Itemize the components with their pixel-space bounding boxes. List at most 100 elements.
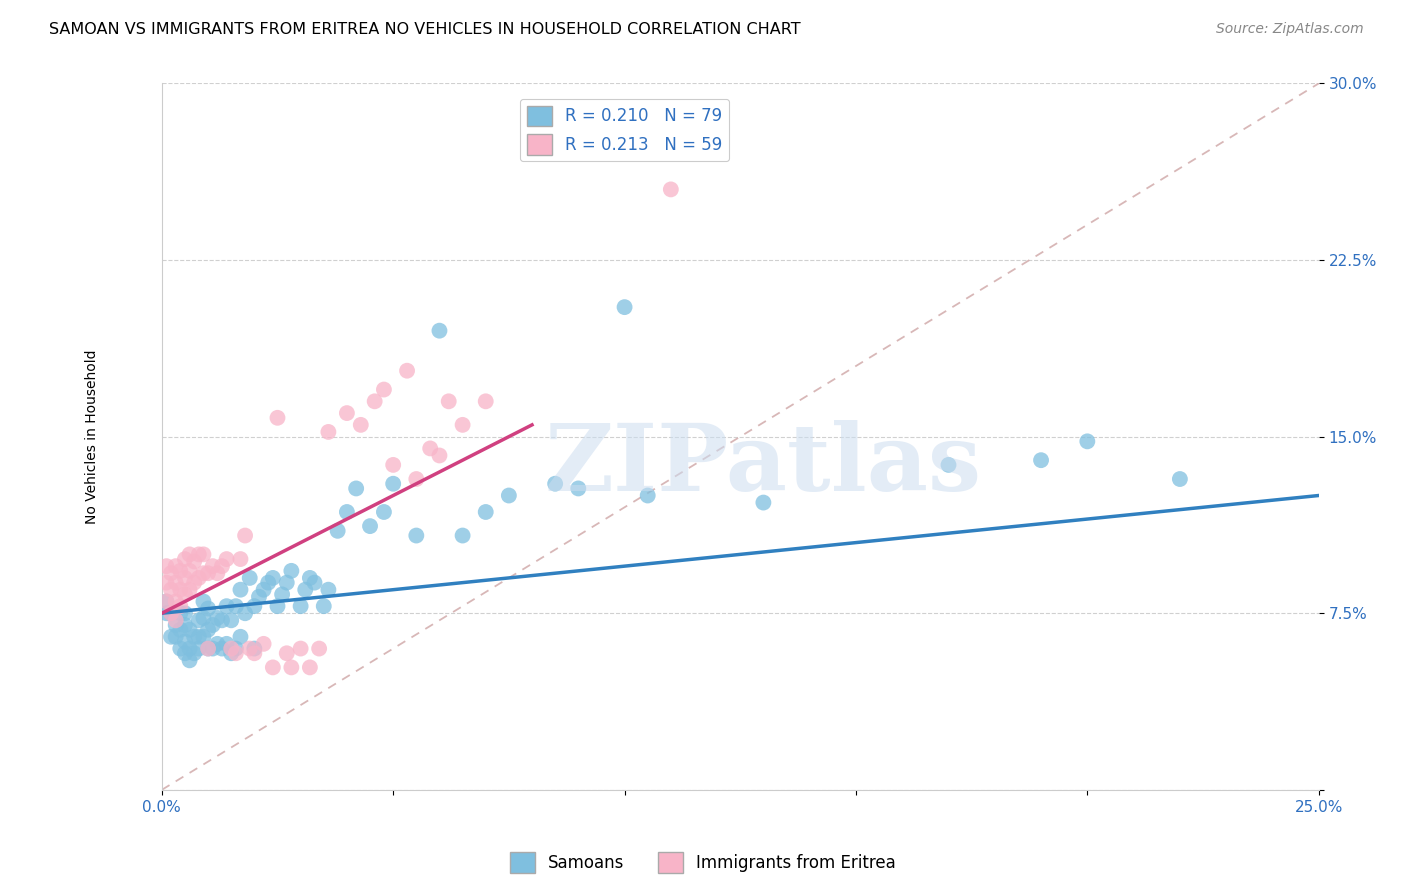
Point [201, 559, 224, 574]
Point [165, 594, 187, 608]
Point [239, 571, 262, 585]
Point [179, 623, 201, 637]
Point [474, 505, 496, 519]
Point [373, 505, 395, 519]
Point [304, 575, 326, 590]
Point [193, 594, 215, 608]
Point [225, 641, 247, 656]
Point [280, 564, 302, 578]
Point [382, 458, 405, 472]
Point [451, 417, 474, 432]
Point [179, 653, 201, 667]
Point [429, 449, 451, 463]
Point [215, 599, 238, 614]
Point [211, 613, 233, 627]
Point [174, 606, 197, 620]
Legend: R = 0.210   N = 79, R = 0.213   N = 59: R = 0.210 N = 79, R = 0.213 N = 59 [520, 99, 730, 161]
Point [247, 590, 270, 604]
Point [437, 394, 460, 409]
Point [229, 552, 252, 566]
Point [187, 630, 209, 644]
Point [183, 646, 205, 660]
Point [451, 528, 474, 542]
Point [215, 552, 238, 566]
Point [197, 641, 219, 656]
Point [169, 623, 191, 637]
Point [271, 587, 294, 601]
Point [155, 594, 177, 608]
Point [211, 641, 233, 656]
Point [155, 559, 177, 574]
Point [225, 599, 247, 614]
Point [225, 646, 247, 660]
Point [243, 646, 266, 660]
Point [373, 383, 395, 397]
Point [344, 482, 367, 496]
Point [1168, 472, 1191, 486]
Point [243, 599, 266, 614]
Point [165, 559, 187, 574]
Text: Source: ZipAtlas.com: Source: ZipAtlas.com [1216, 22, 1364, 37]
Point [211, 559, 233, 574]
Point [229, 630, 252, 644]
Point [174, 618, 197, 632]
Point [257, 575, 280, 590]
Point [215, 637, 238, 651]
Point [183, 575, 205, 590]
Text: ZIPatlas: ZIPatlas [546, 420, 981, 510]
Point [294, 582, 316, 597]
Point [197, 623, 219, 637]
Point [179, 582, 201, 597]
Point [262, 660, 284, 674]
Point [197, 566, 219, 581]
Point [1029, 453, 1052, 467]
Point [318, 425, 340, 439]
Point [183, 554, 205, 568]
Point [174, 552, 197, 566]
Point [165, 575, 187, 590]
Point [290, 599, 312, 614]
Point [280, 660, 302, 674]
Point [155, 606, 177, 620]
Point [405, 528, 427, 542]
Point [429, 324, 451, 338]
Point [207, 637, 229, 651]
Point [266, 410, 288, 425]
Text: SAMOAN VS IMMIGRANTS FROM ERITREA NO VEHICLES IN HOUSEHOLD CORRELATION CHART: SAMOAN VS IMMIGRANTS FROM ERITREA NO VEH… [49, 22, 801, 37]
Point [498, 488, 520, 502]
Point [219, 613, 242, 627]
Point [266, 599, 288, 614]
Point [174, 646, 197, 660]
Point [187, 547, 209, 561]
Point [243, 641, 266, 656]
Point [160, 566, 183, 581]
Point [179, 564, 201, 578]
Point [169, 599, 191, 614]
Point [160, 606, 183, 620]
Point [252, 582, 274, 597]
Point [298, 571, 321, 585]
Point [359, 519, 381, 533]
Point [350, 417, 373, 432]
Point [396, 364, 419, 378]
Point [276, 575, 298, 590]
Point [229, 582, 252, 597]
Point [169, 606, 191, 620]
Point [193, 630, 215, 644]
Point [233, 606, 256, 620]
Point [169, 641, 191, 656]
Point [363, 394, 385, 409]
Point [197, 601, 219, 615]
Point [174, 634, 197, 648]
Point [419, 442, 441, 456]
Point [567, 482, 589, 496]
Point [187, 613, 209, 627]
Point [219, 641, 242, 656]
Legend: Samoans, Immigrants from Eritrea: Samoans, Immigrants from Eritrea [503, 846, 903, 880]
Point [233, 528, 256, 542]
Point [659, 182, 682, 196]
Point [312, 599, 335, 614]
Point [169, 582, 191, 597]
Point [160, 630, 183, 644]
Point [938, 458, 960, 472]
